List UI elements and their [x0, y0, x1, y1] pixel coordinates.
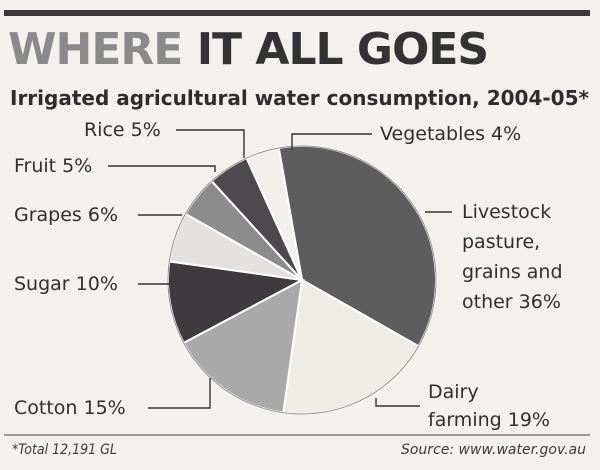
slice-label-line: other 36% — [462, 291, 561, 313]
page-title: WHERE IT ALL GOES — [8, 24, 489, 75]
source-credit: Source: www.water.gov.au — [400, 442, 586, 458]
slice-label-sugar: Sugar 10% — [14, 273, 118, 295]
slice-label-line: pasture, — [462, 231, 540, 253]
leader-line-rice — [176, 129, 245, 158]
leader-line-cotton — [148, 378, 211, 409]
slice-label-line: Sugar 10% — [14, 273, 118, 295]
title-part-2: IT ALL GOES — [196, 24, 489, 75]
leader-line-vegetables — [291, 133, 372, 150]
slice-label-grapes: Grapes 6% — [14, 204, 118, 226]
slice-label-livestock: Livestock pasture, grains and other 36% — [462, 201, 563, 313]
footer-rule — [4, 434, 590, 436]
slice-label-line: Grapes 6% — [14, 204, 118, 226]
chart-subtitle: Irrigated agricultural water consumption… — [10, 86, 589, 110]
leader-line-fruit — [108, 165, 216, 172]
leader-line-dairy — [375, 398, 420, 407]
slice-label-dairy: Dairy farming 19% — [428, 381, 550, 431]
top-rule — [4, 10, 590, 16]
slice-label-line: Fruit 5% — [14, 155, 92, 177]
slice-label-line: Cotton 15% — [14, 397, 126, 419]
slice-label-vegetables: Vegetables 4% — [380, 123, 521, 145]
footer: *Total 12,191 GL Source: www.water.gov.a… — [0, 434, 600, 466]
slice-label-line: Livestock — [462, 201, 551, 223]
slice-label-line: grains and — [462, 261, 563, 283]
slice-label-line: Rice 5% — [84, 119, 161, 141]
total-footnote: *Total 12,191 GL — [12, 442, 117, 458]
slice-label-rice: Rice 5% — [84, 119, 161, 141]
slice-label-line: Dairy — [428, 381, 479, 403]
slice-label-line: farming 19% — [428, 409, 550, 431]
slice-label-cotton: Cotton 15% — [14, 397, 126, 419]
title-part-1: WHERE — [8, 24, 183, 75]
slice-label-line: Vegetables 4% — [380, 123, 521, 145]
slice-label-fruit: Fruit 5% — [14, 155, 92, 177]
pie-outline — [167, 145, 437, 415]
